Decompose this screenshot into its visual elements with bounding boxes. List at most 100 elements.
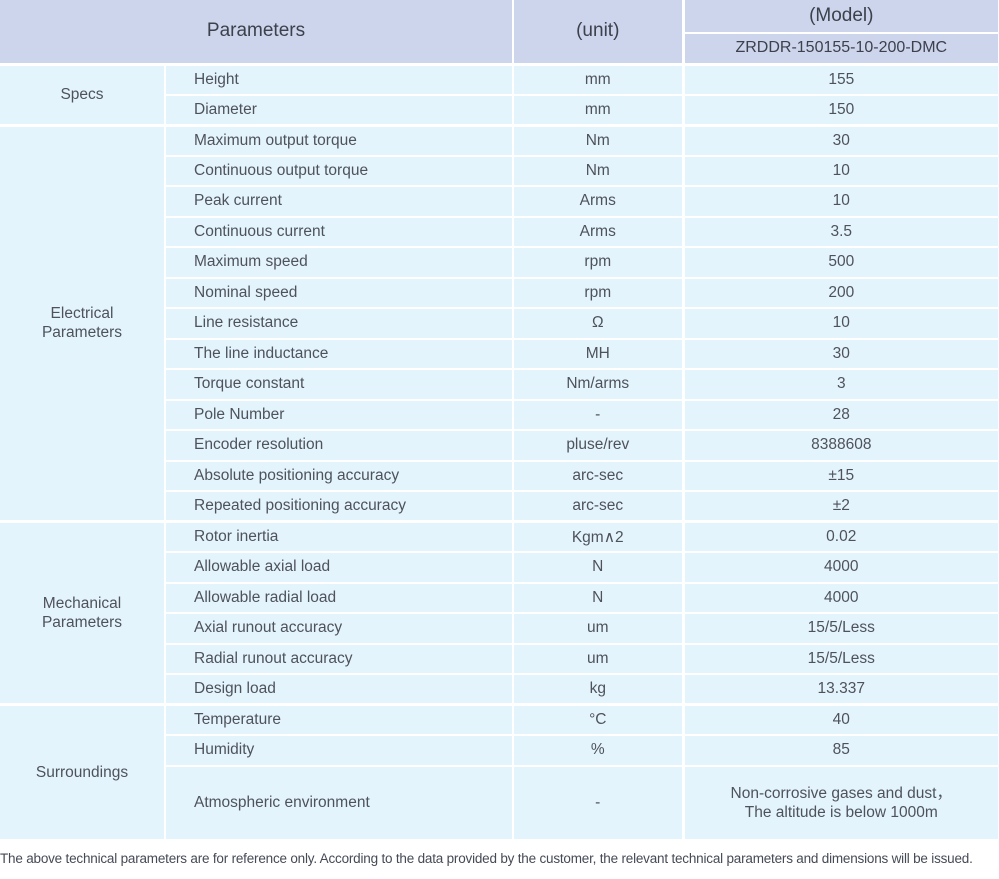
param-name-cell: Allowable axial load — [163, 551, 514, 583]
unit-cell: N — [512, 551, 684, 583]
param-name-cell: Humidity — [163, 734, 514, 766]
table-row: Absolute positioning accuracy arc-sec ±1… — [0, 459, 999, 491]
unit-cell: % — [512, 734, 684, 766]
param-name-cell: Continuous output torque — [163, 154, 514, 186]
value-cell: 3 — [681, 368, 999, 400]
group-mechanical-parameters: Mechanical Parameters Rotor inertia Kgm∧… — [0, 520, 999, 705]
table-row: Diameter mm 150 — [0, 93, 999, 125]
value-cell: ±2 — [681, 490, 999, 522]
unit-cell: pluse/rev — [512, 429, 684, 461]
unit-cell: mm — [512, 62, 684, 95]
table-header: Parameters (unit) (Model) ZRDDR-150155-1… — [0, 0, 999, 64]
value-cell: 500 — [681, 246, 999, 278]
value-cell: 10 — [681, 154, 999, 186]
value-cell: 0.02 — [681, 520, 999, 552]
spec-table: Parameters (unit) (Model) ZRDDR-150155-1… — [0, 0, 999, 839]
param-name-cell: The line inductance — [163, 337, 514, 369]
table-row: The line inductance MH 30 — [0, 337, 999, 369]
param-name-cell: Torque constant — [163, 368, 514, 400]
value-cell: 150 — [681, 93, 999, 125]
unit-cell: rpm — [512, 246, 684, 278]
group-cell-specs: Specs — [0, 62, 165, 125]
table-row: Encoder resolution pluse/rev 8388608 — [0, 429, 999, 461]
value-cell: 10 — [681, 307, 999, 339]
value-cell: 4000 — [681, 581, 999, 613]
group-cell-electrical: Electrical Parameters — [0, 123, 165, 522]
header-row-1: Parameters (unit) (Model) — [0, 0, 999, 64]
unit-cell: Nm — [512, 154, 684, 186]
param-name-cell: Radial runout accuracy — [163, 642, 514, 674]
param-name-cell: Allowable radial load — [163, 581, 514, 613]
unit-cell: Ω — [512, 307, 684, 339]
table-row: Specs Height mm 155 — [0, 62, 999, 125]
unit-cell: um — [512, 612, 684, 644]
unit-cell: arc-sec — [512, 459, 684, 491]
value-cell: 15/5/Less — [681, 612, 999, 644]
table-row: Continuous current Arms 3.5 — [0, 215, 999, 247]
table-row: Torque constant Nm/arms 3 — [0, 368, 999, 400]
header-unit: (unit) — [512, 0, 684, 64]
value-cell: 4000 — [681, 551, 999, 583]
value-cell: 30 — [681, 337, 999, 369]
value-cell: 13.337 — [681, 673, 999, 705]
value-cell: 10 — [681, 185, 999, 217]
group-electrical-parameters: Electrical Parameters Maximum output tor… — [0, 123, 999, 522]
table-row: Peak current Arms 10 — [0, 185, 999, 217]
value-cell: 40 — [681, 703, 999, 735]
value-cell: Non-corrosive gases and dust， The altitu… — [681, 764, 999, 839]
table-row: Design load kg 13.337 — [0, 673, 999, 705]
param-name-cell: Rotor inertia — [163, 520, 514, 552]
value-cell: 8388608 — [681, 429, 999, 461]
unit-cell: - — [512, 398, 684, 430]
footer-note: The above technical parameters are for r… — [0, 850, 973, 866]
table-row: Repeated positioning accuracy arc-sec ±2 — [0, 490, 999, 522]
param-name-cell: Encoder resolution — [163, 429, 514, 461]
table-row: Axial runout accuracy um 15/5/Less — [0, 612, 999, 644]
table-row: Surroundings Temperature °C 40 — [0, 703, 999, 839]
table-row: Allowable radial load N 4000 — [0, 581, 999, 613]
unit-cell: um — [512, 642, 684, 674]
param-name-cell: Height — [163, 62, 514, 95]
unit-cell: MH — [512, 337, 684, 369]
unit-cell: Kgm∧2 — [512, 520, 684, 552]
value-cell: 85 — [681, 734, 999, 766]
table-row: Nominal speed rpm 200 — [0, 276, 999, 308]
param-name-cell: Repeated positioning accuracy — [163, 490, 514, 522]
value-cell: 155 — [681, 62, 999, 95]
param-name-cell: Maximum output torque — [163, 123, 514, 156]
param-name-cell: Continuous current — [163, 215, 514, 247]
value-cell: 200 — [681, 276, 999, 308]
param-name-cell: Axial runout accuracy — [163, 612, 514, 644]
unit-cell: - — [512, 764, 684, 839]
group-cell-mechanical: Mechanical Parameters — [0, 520, 165, 705]
unit-cell: arc-sec — [512, 490, 684, 522]
table-row: Continuous output torque Nm 10 — [0, 154, 999, 186]
table-row: Allowable axial load N 4000 — [0, 551, 999, 583]
param-name-cell: Design load — [163, 673, 514, 705]
header-parameters: Parameters — [0, 0, 514, 64]
unit-cell: kg — [512, 673, 684, 705]
table-row: Electrical Parameters Maximum output tor… — [0, 123, 999, 522]
param-name-cell: Diameter — [163, 93, 514, 125]
header-model: (Model) — [681, 0, 999, 33]
header-row-2: ZRDDR-150155-10-200-DMC — [0, 32, 999, 64]
value-cell: 15/5/Less — [681, 642, 999, 674]
unit-cell: N — [512, 581, 684, 613]
unit-cell: Nm/arms — [512, 368, 684, 400]
param-name-cell: Peak current — [163, 185, 514, 217]
value-cell: ±15 — [681, 459, 999, 491]
unit-cell: mm — [512, 93, 684, 125]
param-name-cell: Absolute positioning accuracy — [163, 459, 514, 491]
table-row: Atmospheric environment - Non-corrosive … — [0, 764, 999, 839]
unit-cell: Nm — [512, 123, 684, 156]
group-specs: Specs Height mm 155 Diameter mm 150 — [0, 62, 999, 125]
group-cell-surroundings: Surroundings — [0, 703, 165, 839]
table-row: Humidity % 85 — [0, 734, 999, 766]
group-surroundings: Surroundings Temperature °C 40 Humidity … — [0, 703, 999, 839]
value-cell: 3.5 — [681, 215, 999, 247]
value-cell: 28 — [681, 398, 999, 430]
table-row: Mechanical Parameters Rotor inertia Kgm∧… — [0, 520, 999, 705]
param-name-cell: Temperature — [163, 703, 514, 735]
model-number: ZRDDR-150155-10-200-DMC — [681, 32, 999, 64]
